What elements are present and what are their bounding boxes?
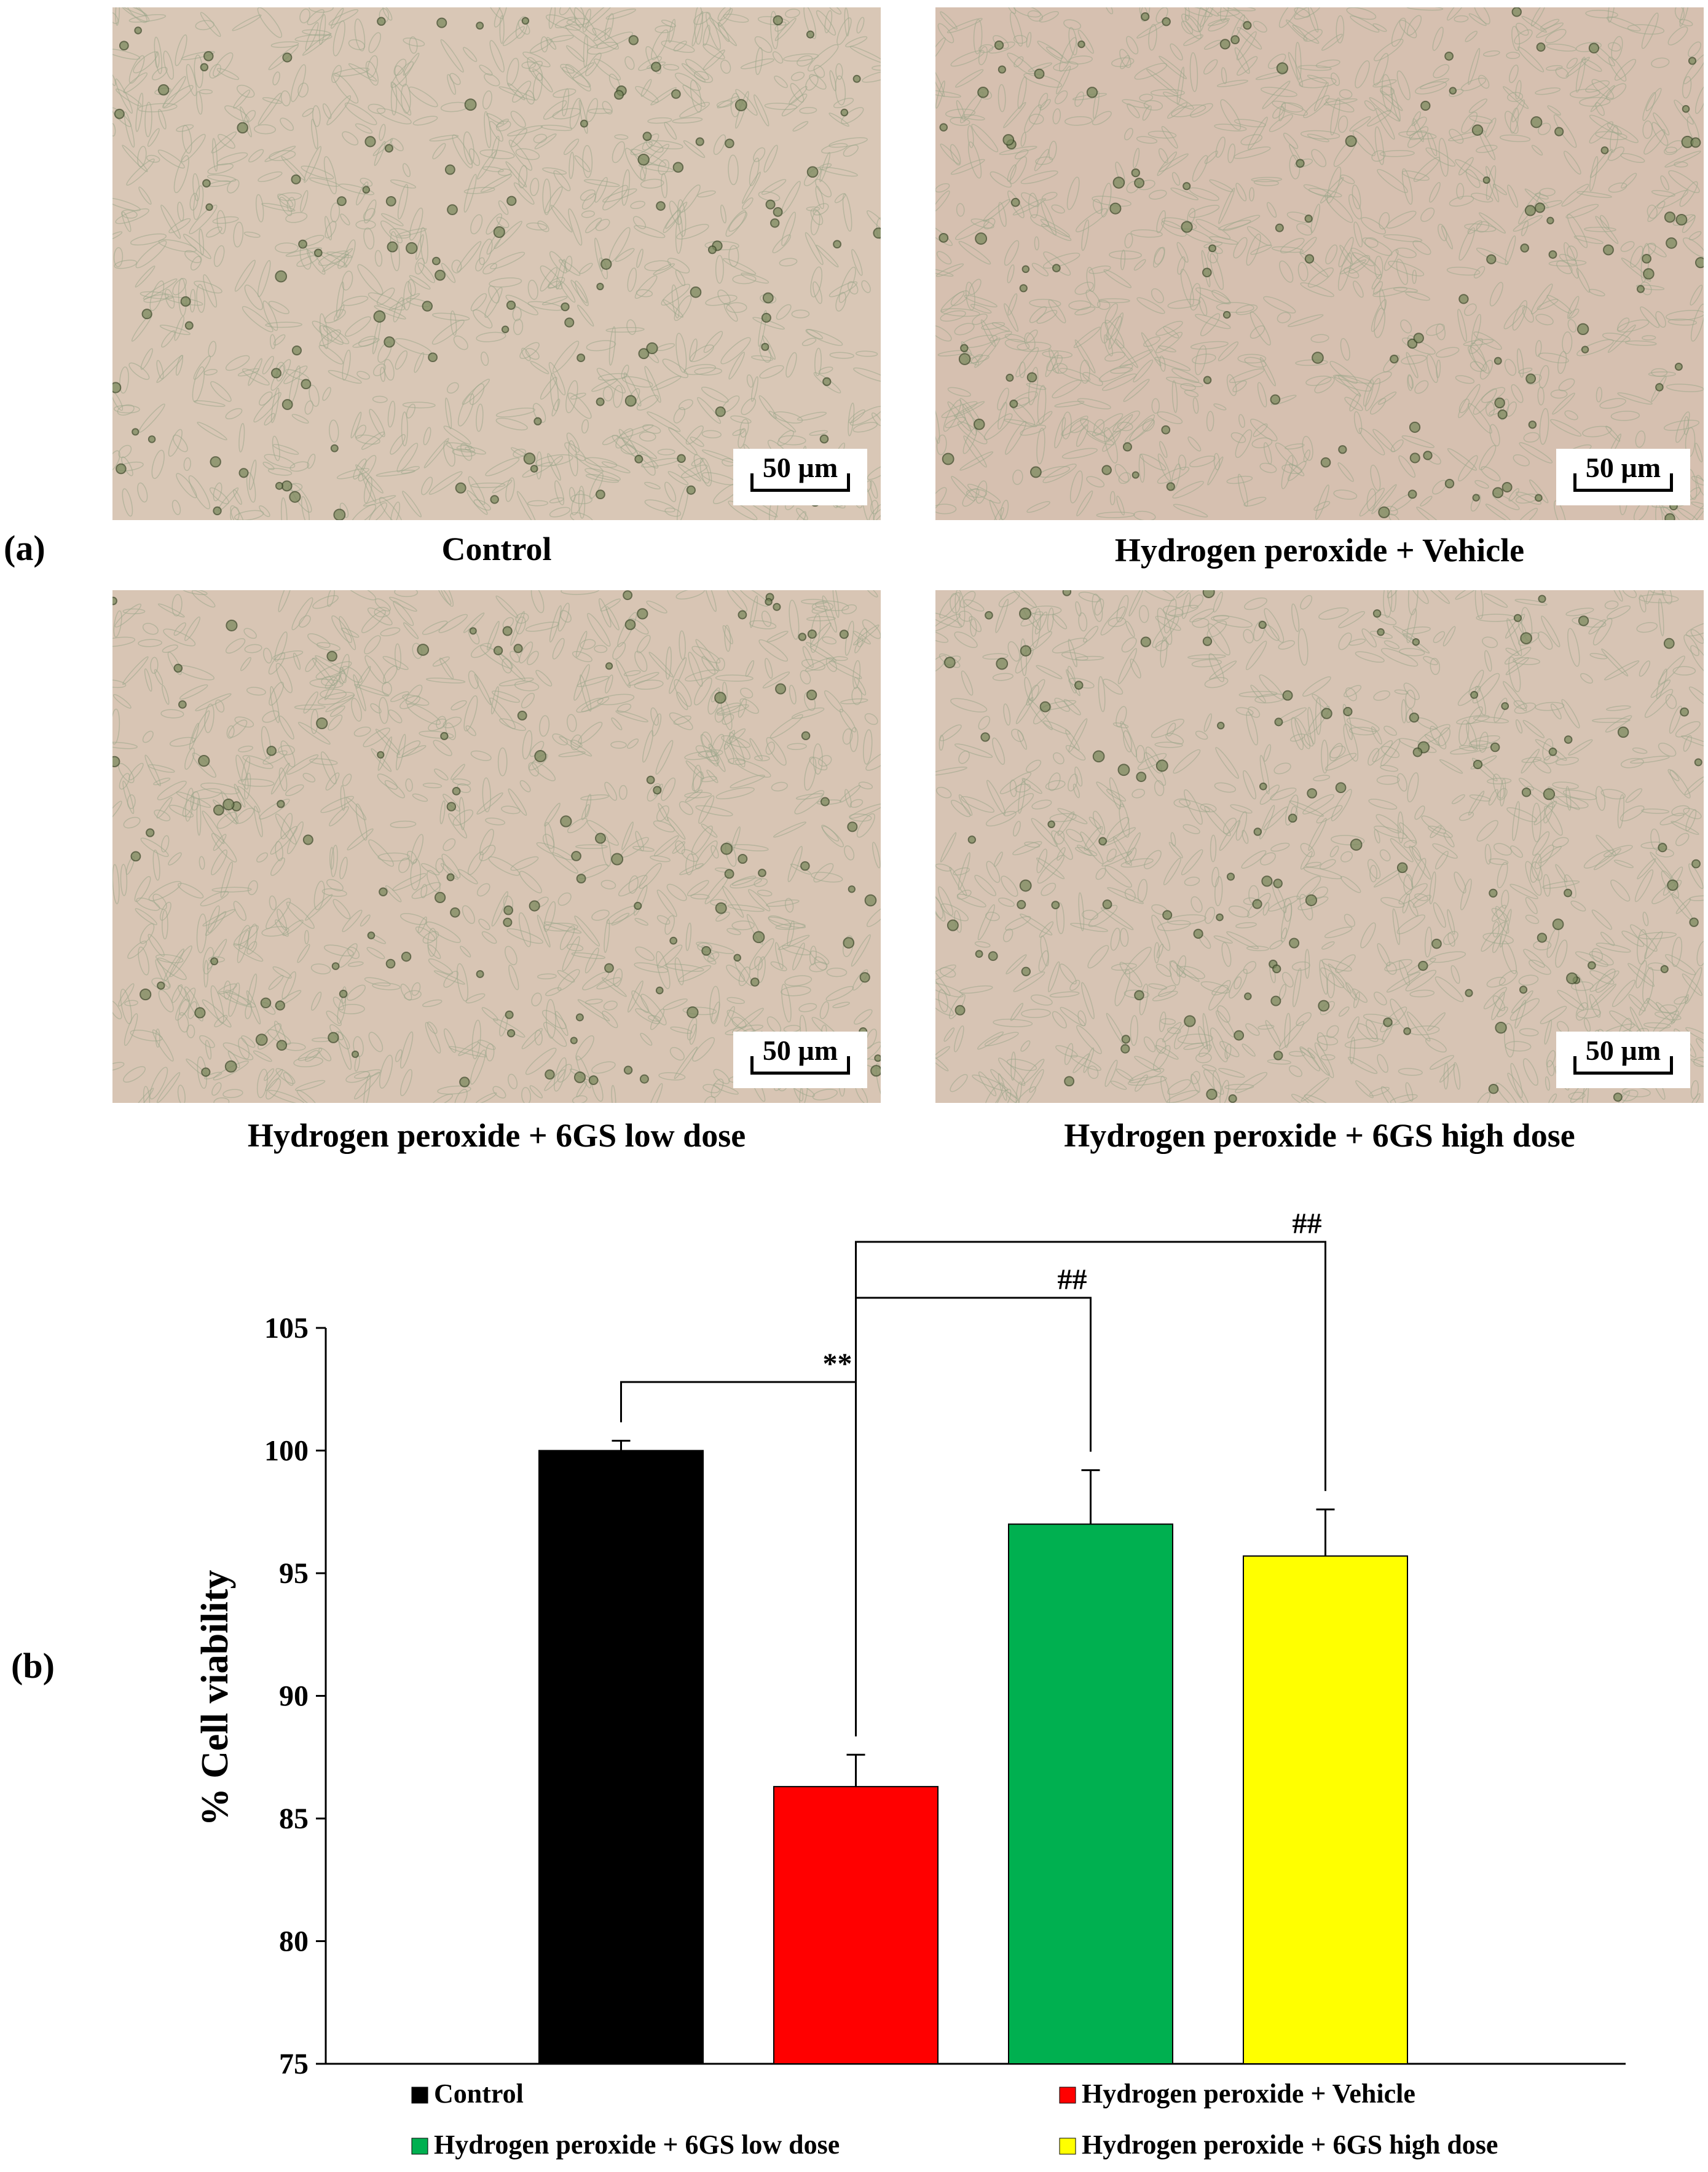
cell-texture: [112, 7, 881, 520]
caption-control: Control: [441, 531, 552, 567]
significance-bracket: [855, 1297, 1092, 1737]
scale-bar-tick: [750, 1056, 754, 1075]
scale-bar-tick: [1573, 473, 1576, 492]
cell-texture: [935, 590, 1704, 1103]
scale-bar-tick: [1670, 1056, 1673, 1075]
scale-bar-tick: [750, 473, 754, 492]
scale-bar-tick: [847, 1056, 850, 1075]
scale-bar: 50 µm: [1556, 1032, 1690, 1088]
significance-label: **: [823, 1348, 852, 1380]
legend-swatch: [1059, 2138, 1076, 2155]
legend-swatch: [1059, 2087, 1076, 2104]
micrograph-6gs-high-dose: 50 µm: [935, 590, 1704, 1103]
significance-label: ##: [1058, 1263, 1087, 1296]
panel-b-label: (b): [11, 1646, 55, 1686]
legend-label: Hydrogen peroxide + 6GS low dose: [434, 2130, 840, 2160]
y-axis-label: % Cell viability: [194, 1570, 236, 1826]
scale-bar-tick: [847, 473, 850, 492]
micrograph-hydrogen-peroxide-vehicle: 50 µm: [935, 7, 1704, 520]
bar-1: [538, 1450, 704, 2064]
scale-bar-tick: [1573, 1056, 1576, 1075]
caption-6gs-low-dose: Hydrogen peroxide + 6GS low dose: [247, 1117, 746, 1154]
y-tick-label: 95: [279, 1557, 309, 1590]
micrograph-6gs-low-dose: 50 µm: [112, 590, 881, 1103]
y-tick-label: 90: [279, 1680, 309, 1713]
significance-label: ##: [1293, 1207, 1322, 1240]
legend-label: Hydrogen peroxide + Vehicle: [1082, 2079, 1415, 2109]
scale-bar-label: 50 µm: [762, 452, 838, 483]
cell-texture: [112, 590, 881, 1103]
panel-a-label: (a): [4, 528, 45, 568]
scale-bar-line: [750, 1072, 850, 1075]
scale-bar-line: [750, 489, 850, 492]
y-tick-label: 105: [264, 1312, 309, 1345]
scale-bar-tick: [1670, 473, 1673, 492]
cell-texture: [935, 7, 1704, 520]
significance-bracket: [855, 1241, 1326, 1737]
y-tick-label: 100: [264, 1435, 309, 1467]
bar-3: [1008, 1523, 1173, 2064]
scale-bar: 50 µm: [1556, 449, 1690, 505]
scale-bar: 50 µm: [733, 1032, 867, 1088]
legend-label: Hydrogen peroxide + 6GS high dose: [1082, 2130, 1498, 2160]
scale-bar-line: [1573, 1072, 1673, 1075]
scale-bar-label: 50 µm: [762, 1035, 838, 1066]
micrograph-control: 50 µm: [112, 7, 881, 520]
legend-swatch: [411, 2087, 428, 2104]
scale-bar-line: [1573, 489, 1673, 492]
bar-2: [773, 1786, 939, 2064]
y-tick-label: 85: [279, 1803, 309, 1835]
legend-label: Control: [434, 2079, 524, 2109]
scale-bar-label: 50 µm: [1585, 1035, 1661, 1066]
scale-bar-label: 50 µm: [1585, 452, 1661, 483]
bar-4: [1243, 1555, 1408, 2065]
y-tick-label: 75: [279, 2048, 309, 2080]
significance-bracket: [620, 1381, 857, 1737]
legend-swatch: [411, 2138, 428, 2155]
y-tick-label: 80: [279, 1925, 309, 1958]
caption-6gs-high-dose: Hydrogen peroxide + 6GS high dose: [1064, 1117, 1575, 1154]
caption-hydrogen-peroxide-vehicle: Hydrogen peroxide + Vehicle: [1114, 532, 1525, 569]
scale-bar: 50 µm: [733, 449, 867, 505]
